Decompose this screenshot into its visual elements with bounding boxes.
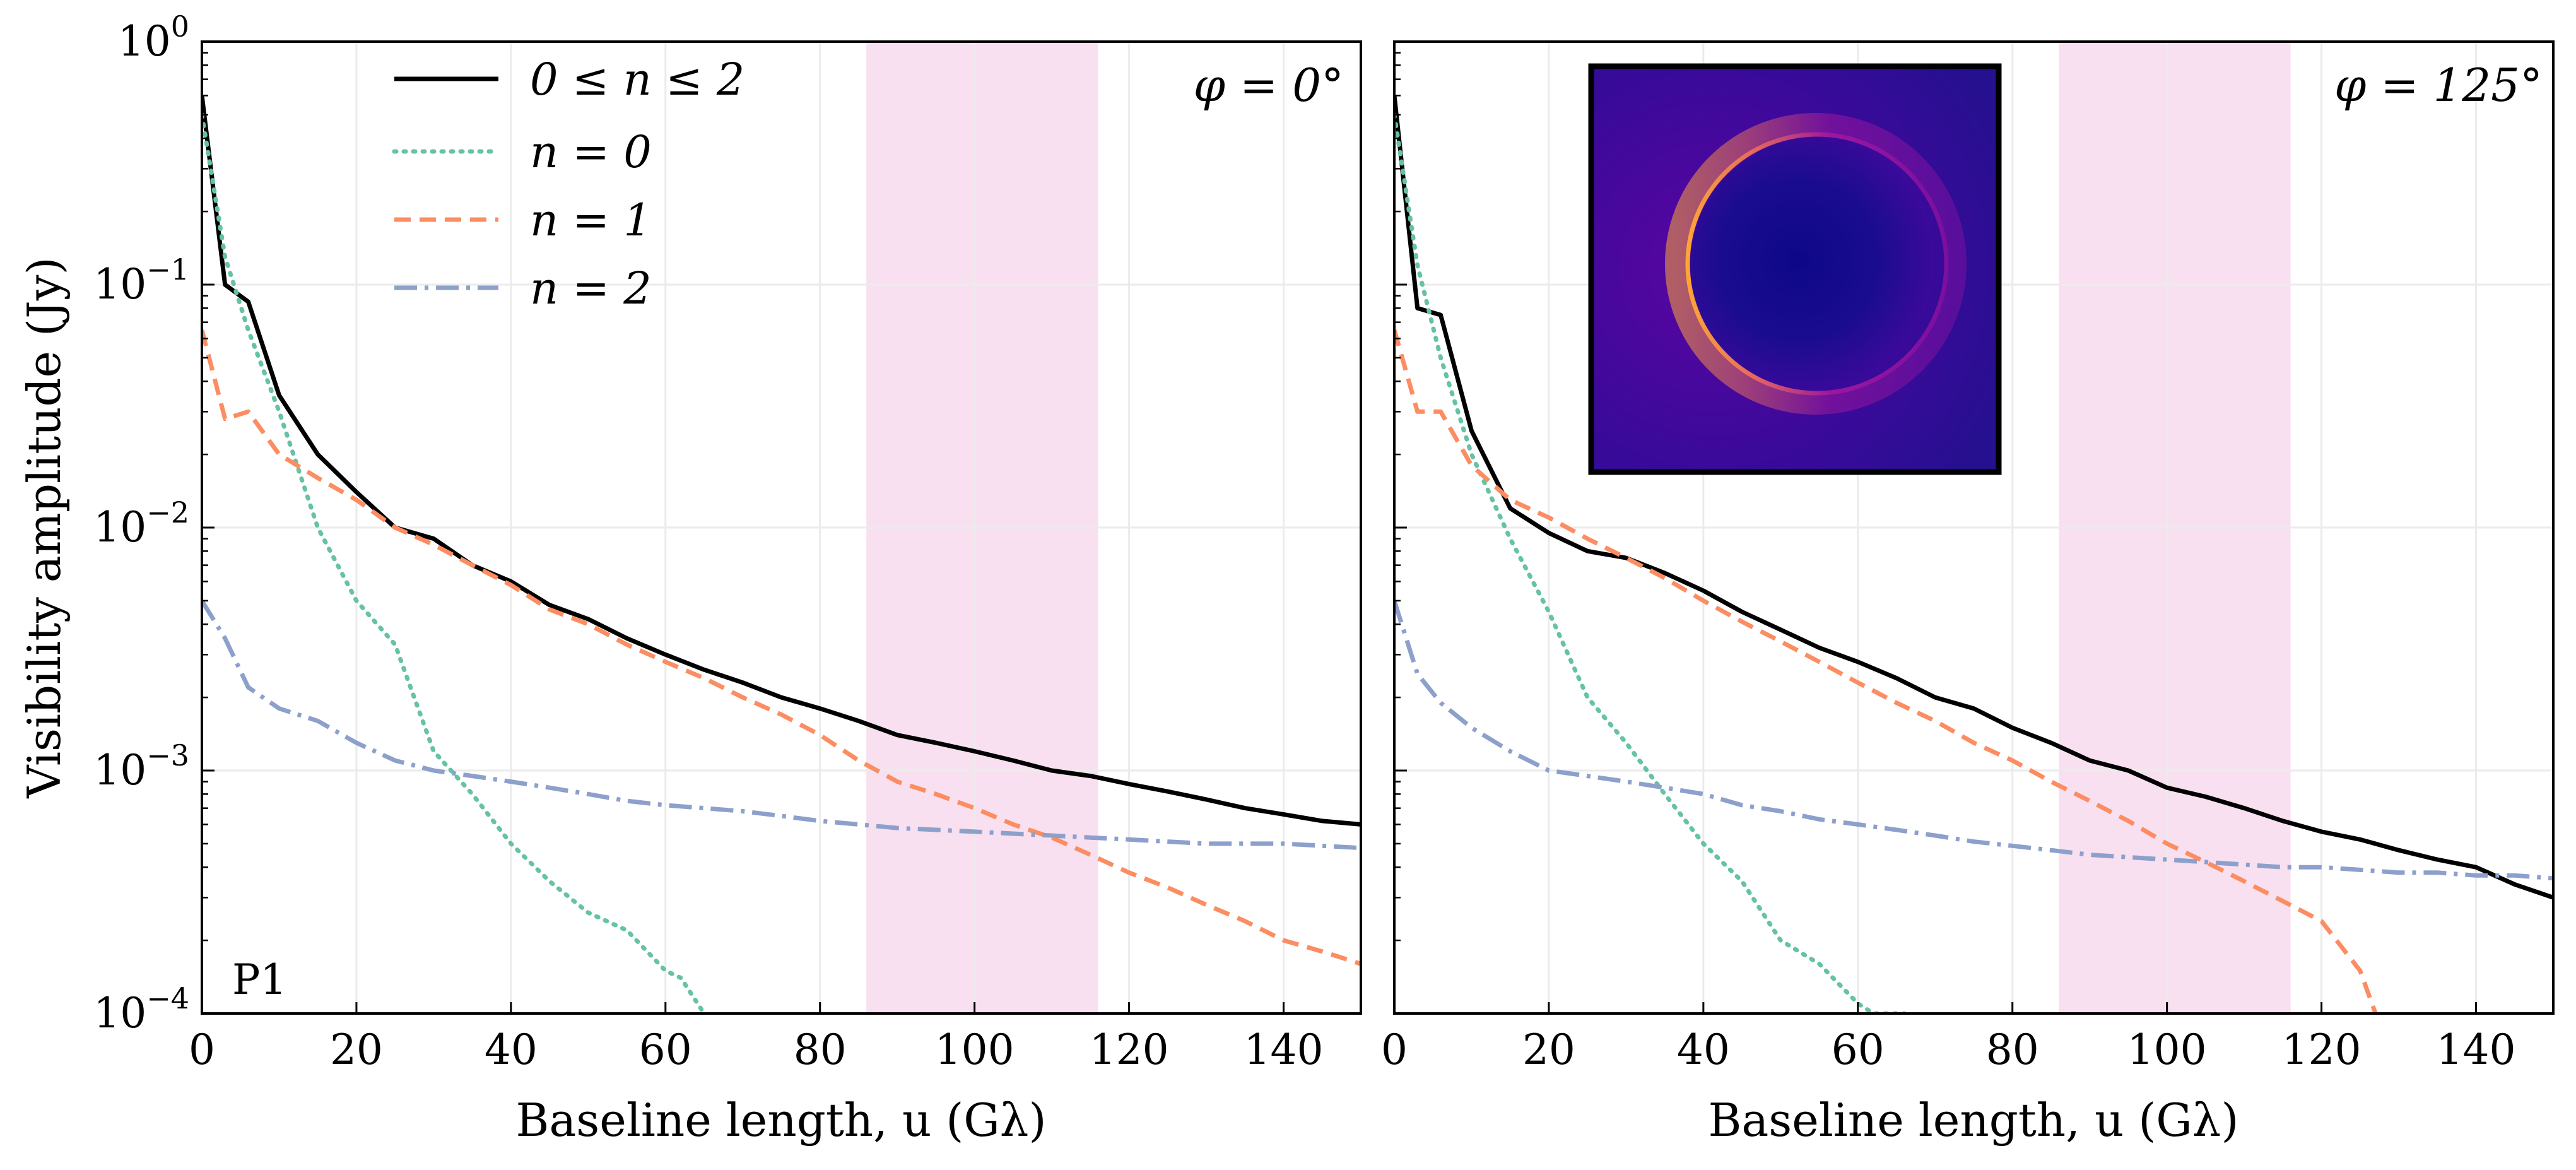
x-tick-label: 120 (1090, 1025, 1169, 1074)
x-axis-label-left: Baseline length, u (Gλ) (515, 1094, 1046, 1147)
series-line-n1 (1394, 329, 2378, 1013)
inset-photon-ring (1685, 132, 1949, 396)
y-tick-label: 10−3 (93, 738, 189, 795)
series-line-total (1394, 95, 2553, 900)
y-tick-label: 10−2 (93, 495, 189, 552)
inset-frame (1588, 63, 2002, 475)
y-tick-label: 10−4 (93, 981, 189, 1037)
panel-label-p1: P1 (232, 955, 286, 1004)
legend-label-n0: n = 0 (530, 126, 652, 178)
grid-left (201, 40, 1361, 1015)
x-tick-label: 140 (2437, 1025, 2516, 1074)
legend: 0 ≤ n ≤ 2 n = 0 n = 1 n = 2 (392, 54, 744, 314)
x-tick-label: 0 (1381, 1025, 1408, 1074)
series-line-n2 (202, 600, 1361, 851)
inset-ring-image (1588, 63, 2002, 475)
grid-right (1393, 40, 2553, 1015)
series-line-n1 (202, 329, 1361, 966)
x-tick-label: 0 (189, 1025, 215, 1074)
legend-label-n2: n = 2 (530, 263, 652, 314)
x-tick-label: 80 (1986, 1025, 2039, 1074)
x-tick-label: 60 (639, 1025, 692, 1074)
x-tick-label: 40 (1677, 1025, 1730, 1074)
y-ticks-right (1394, 40, 1407, 1015)
x-tick-label: 60 (1832, 1025, 1885, 1074)
phi-label-right: φ = 125° (2334, 59, 2543, 112)
y-tick-label: 100 (118, 9, 189, 66)
series-right (1394, 95, 2553, 1013)
legend-label-n1: n = 1 (530, 194, 652, 246)
y-ticks-left: 100 10−1 10−2 10−3 10−4 (93, 9, 215, 1037)
x-tick-label: 20 (1522, 1025, 1575, 1074)
legend-label-total: 0 ≤ n ≤ 2 (530, 54, 744, 105)
x-ticks-right: 0 20 40 60 80 100 120 140 (1381, 1002, 2516, 1074)
y-axis-label: Visibility amplitude (Jy) (18, 257, 71, 798)
inset-ring-glow (1665, 113, 1967, 415)
x-tick-label: 100 (2127, 1025, 2207, 1074)
left-panel: 0 20 40 60 80 100 120 140 100 10−1 10−2 10−3 10−4 φ… (18, 9, 1362, 1147)
x-tick-label: 140 (1244, 1025, 1324, 1074)
series-line-n0 (202, 112, 707, 1013)
series-line-n0 (1394, 112, 1907, 1013)
x-tick-label: 100 (935, 1025, 1015, 1074)
phi-label-left: φ = 0° (1194, 59, 1344, 112)
x-ticks-left: 0 20 40 60 80 100 120 140 (189, 1002, 1324, 1074)
x-tick-label: 20 (330, 1025, 383, 1074)
x-tick-label: 80 (794, 1025, 847, 1074)
series-line-total (202, 95, 1361, 827)
x-axis-label-right: Baseline length, u (Gλ) (1708, 1094, 2238, 1147)
series-left (202, 95, 1361, 1013)
x-tick-label: 120 (2282, 1025, 2361, 1074)
right-panel: 0 20 40 60 80 100 120 140 φ = 125° Baseline len… (1381, 40, 2555, 1147)
y-tick-label: 10−1 (93, 252, 189, 309)
inset-shadow-disk (1690, 137, 1946, 393)
x-tick-label: 40 (485, 1025, 538, 1074)
series-line-n2 (1394, 600, 2553, 881)
